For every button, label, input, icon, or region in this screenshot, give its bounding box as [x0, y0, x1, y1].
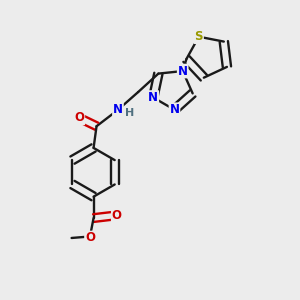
Text: N: N — [169, 103, 179, 116]
Text: N: N — [178, 64, 188, 78]
Text: O: O — [85, 232, 95, 244]
Text: O: O — [74, 111, 84, 124]
Text: N: N — [148, 91, 158, 104]
Text: H: H — [124, 108, 134, 118]
Text: S: S — [194, 30, 203, 43]
Text: O: O — [112, 208, 122, 222]
Text: N: N — [113, 103, 123, 116]
